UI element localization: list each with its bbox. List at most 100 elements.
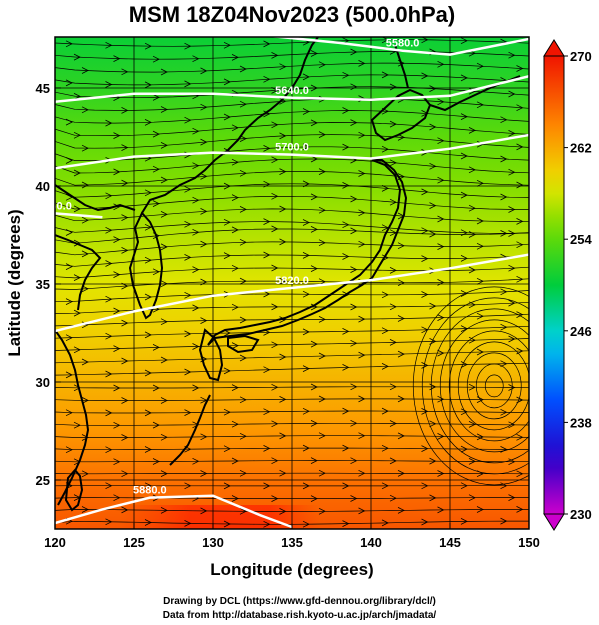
streamline-arrow — [192, 457, 200, 465]
streamline-arrow — [302, 219, 310, 226]
streamline-arrow — [279, 132, 287, 140]
streamline — [55, 171, 529, 186]
streamline-arrow — [476, 433, 484, 441]
streamline — [55, 362, 529, 376]
streamline-arrow — [429, 302, 437, 310]
streamline-arrow — [192, 343, 200, 350]
streamline-arrow — [460, 152, 468, 160]
streamline-arrow — [476, 506, 484, 513]
streamline-arrow — [437, 395, 445, 403]
streamline-arrow — [231, 495, 239, 502]
streamline-arrow — [460, 518, 468, 525]
streamline-arrow — [318, 131, 326, 138]
streamline-arrow — [65, 334, 73, 342]
x-tick-label: 145 — [439, 535, 461, 550]
colorbar-top-triangle — [543, 39, 565, 57]
credit-drawing: Drawing by DCL (https://www.gfd-dennou.o… — [163, 596, 436, 607]
streamline-arrow — [310, 457, 318, 464]
streamline-arrow — [73, 421, 81, 429]
streamline-arrow — [271, 457, 279, 465]
streamline-arrow — [437, 279, 445, 286]
streamline-arrow — [231, 54, 239, 61]
streamline-arrow — [105, 192, 113, 200]
streamline-arrow — [73, 239, 81, 247]
streamline-arrow — [184, 291, 192, 299]
streamline-arrow — [271, 156, 279, 164]
streamline-arrow — [81, 397, 89, 404]
streamline-arrow — [73, 53, 81, 61]
streamline-arrow — [350, 195, 358, 203]
streamline-arrow — [144, 119, 152, 126]
streamline-arrow — [381, 327, 389, 335]
streamline-arrow — [184, 330, 192, 338]
streamline-arrow — [429, 457, 437, 465]
streamline-arrow — [429, 85, 437, 92]
streamline-arrow — [516, 311, 524, 318]
streamline-arrow — [508, 230, 516, 237]
colorbar-tick-label: 254 — [570, 232, 592, 247]
streamline-arrow — [476, 62, 484, 70]
streamline-arrow — [421, 72, 429, 80]
streamline-arrow — [389, 420, 397, 427]
streamline-arrow — [223, 367, 231, 375]
streamline-arrow — [121, 144, 129, 151]
streamline-arrow — [342, 444, 350, 452]
height-contour-label: 5640.0 — [275, 85, 309, 97]
streamline-arrow — [192, 55, 200, 63]
streamline-arrow — [302, 290, 310, 298]
streamline — [55, 266, 529, 279]
streamline-arrow — [121, 470, 129, 478]
streamline-arrow — [350, 119, 358, 126]
streamline-arrow — [105, 295, 113, 303]
streamline-arrow — [144, 369, 152, 377]
x-tick-label: 140 — [360, 535, 382, 550]
streamline-arrow — [468, 458, 476, 465]
streamline-arrow — [358, 507, 366, 515]
streamline-arrow — [318, 278, 326, 286]
streamline-arrow — [113, 494, 121, 502]
streamline-arrow — [144, 293, 152, 301]
streamline-arrow — [263, 218, 271, 225]
streamline-arrow — [263, 75, 271, 83]
streamline-arrow — [279, 238, 287, 246]
streamline-arrow — [160, 106, 168, 113]
x-tick-label: 150 — [518, 535, 540, 550]
streamline-arrow — [73, 346, 81, 354]
streamline-arrow — [460, 445, 468, 453]
coastlines — [55, 37, 521, 512]
streamline-arrow — [381, 482, 389, 490]
coastline-mainland-china-coast — [55, 37, 319, 214]
streamline-arrow — [271, 264, 279, 272]
streamline-arrow — [65, 446, 73, 454]
streamline-arrow — [389, 83, 397, 91]
streamline-arrow — [508, 335, 516, 343]
streamline-arrow — [152, 458, 160, 465]
streamline-arrow — [184, 220, 192, 228]
streamline-arrow — [271, 341, 279, 349]
streamline-arrow — [389, 267, 397, 274]
streamline-arrow — [279, 353, 287, 361]
streamline-arrow — [460, 113, 468, 120]
streamline-arrow — [73, 384, 81, 392]
streamline-arrow — [508, 90, 516, 98]
streamline-arrow — [342, 221, 350, 229]
streamline-arrow — [302, 180, 310, 188]
streamline-arrow — [184, 409, 192, 416]
streamline-arrow — [160, 211, 168, 218]
streamline-arrow — [389, 383, 397, 391]
streamline-arrow — [152, 384, 160, 392]
streamline-arrow — [302, 444, 310, 452]
streamline-arrow — [81, 144, 89, 152]
colorbar-tick-label: 230 — [570, 507, 592, 522]
streamline-arrow — [516, 470, 524, 478]
streamline-arrow — [121, 247, 129, 254]
streamline-arrow — [263, 145, 271, 152]
streamline-arrow — [476, 312, 484, 320]
streamline-arrow — [460, 361, 468, 368]
streamline-arrow — [437, 470, 445, 477]
streamline-arrow — [508, 168, 516, 176]
streamline-arrow — [429, 338, 437, 345]
streamline-arrow — [184, 520, 192, 527]
height-contour — [55, 74, 529, 103]
streamline-arrow — [152, 421, 160, 429]
